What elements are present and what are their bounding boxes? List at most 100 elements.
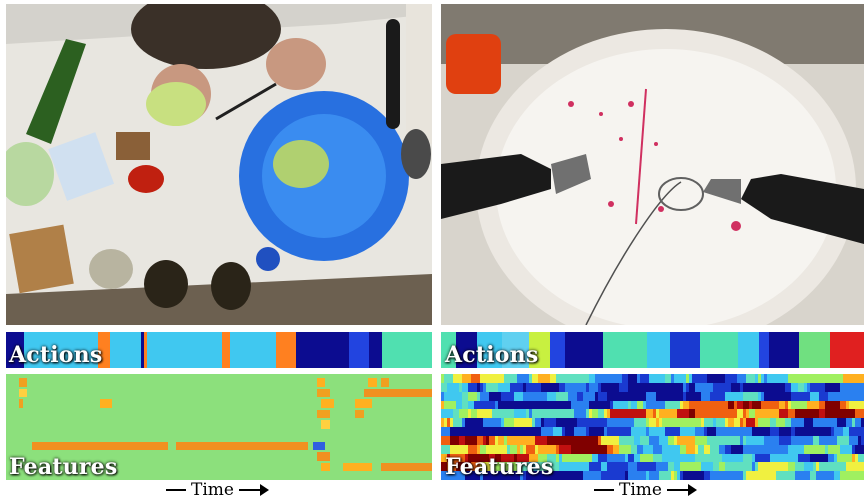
right-feature-cell [773,409,777,419]
right-feature-cell [607,427,611,437]
right-feature-cell [770,400,774,410]
right-feature-cell [543,409,548,419]
right-feature-cell [788,427,792,437]
right-feature-cell [564,471,569,480]
right-feature-cell [531,435,536,446]
right-feature-cell [694,435,699,446]
right-feature-cell [450,435,454,446]
right-feature-cell [564,418,569,428]
right-feature-cell [848,374,853,384]
right-feature-cell [679,435,684,446]
right-feature-cell [640,444,644,455]
right-feature-cell [622,409,626,419]
right-feature-cell [649,453,653,463]
right-feature-cell [480,453,484,463]
right-feature-cell [447,418,451,428]
right-feature-cell [537,427,542,437]
right-feature-cell [743,435,747,446]
right-feature-cell [558,471,563,480]
right-feature-cell [522,453,527,463]
right-feature-cell [589,435,593,446]
right-feature-cell [561,471,566,480]
right-feature-cell [845,382,850,393]
right-feature-cell [779,444,783,455]
right-feature-cell [718,382,723,393]
right-feature-cell [794,400,798,410]
right-feature-cell [830,382,835,393]
right-feature-cell [743,391,747,402]
right-feature-cell [444,435,448,446]
right-feature-cell [770,418,774,428]
right-feature-cell [462,374,466,384]
right-feature-cell [459,391,463,402]
right-feature-cell [721,391,726,402]
right-feature-cell [755,400,759,410]
right-feature-cell [728,391,732,402]
right-feature-cell [570,418,575,428]
right-feature-cell [459,374,463,384]
right-feature-cell [791,462,795,472]
right-feature-cell [854,391,859,402]
right-feature-cell [631,444,635,455]
right-feature-cell [652,409,656,419]
right-feature-cell [586,382,590,393]
right-feature-cell [604,374,608,384]
right-feature-cell [646,374,650,384]
right-feature-cell [749,427,753,437]
right-feature-cell [803,462,807,472]
right-feature-cell [601,462,605,472]
right-feature-cell [725,444,729,455]
right-feature-cell [818,471,823,480]
right-feature-cell [782,374,786,384]
right-feature-cell [833,391,838,402]
right-feature-cell [480,462,484,472]
right-feature-cell [770,374,774,384]
right-feature-cell [694,374,699,384]
right-feature-cell [516,391,520,402]
right-feature-cell [709,409,714,419]
right-feature-cell [773,418,777,428]
right-feature-cell [779,471,783,480]
right-feature-cell [770,471,774,480]
right-feature-cell [830,374,835,384]
left-time-axis: Time [166,480,269,500]
right-feature-cell [537,374,542,384]
right-feature-cell [661,374,665,384]
right-feature-cell [658,462,662,472]
right-feature-cell [634,400,638,410]
right-feature-cell [631,435,635,446]
right-feature-cell [498,427,502,437]
right-feature-cell [824,400,829,410]
right-feature-cell [797,471,801,480]
right-feature-cell [700,400,705,410]
right-feature-cell [845,471,850,480]
right-feature-cell [806,400,811,410]
right-feature-cell [507,391,511,402]
right-feature-cell [543,374,548,384]
left-action-segment [369,332,383,368]
right-feature-cell [827,453,832,463]
right-feature-cell [803,444,807,455]
right-feature-cell [685,453,690,463]
right-feature-cell [510,471,514,480]
right-feature-cell [471,444,475,455]
right-feature-cell [589,444,593,455]
right-feature-cell [646,453,650,463]
right-feature-cell [637,409,641,419]
right-feature-cell [441,453,445,463]
right-feature-cell [628,409,632,419]
right-feature-cell [462,400,466,410]
right-feature-cell [697,382,702,393]
right-feature-cell [815,435,820,446]
right-feature-cell [854,400,859,410]
right-feature-cell [459,453,463,463]
right-feature-cell [486,374,490,384]
right-feature-cell [595,444,599,455]
right-feature-cell [785,391,789,402]
right-feature-cell [758,435,762,446]
right-actions-strip [441,332,864,368]
right-feature-cell [543,453,548,463]
right-feature-cell [758,391,762,402]
right-feature-cell [773,453,777,463]
right-action-segment [550,332,566,368]
